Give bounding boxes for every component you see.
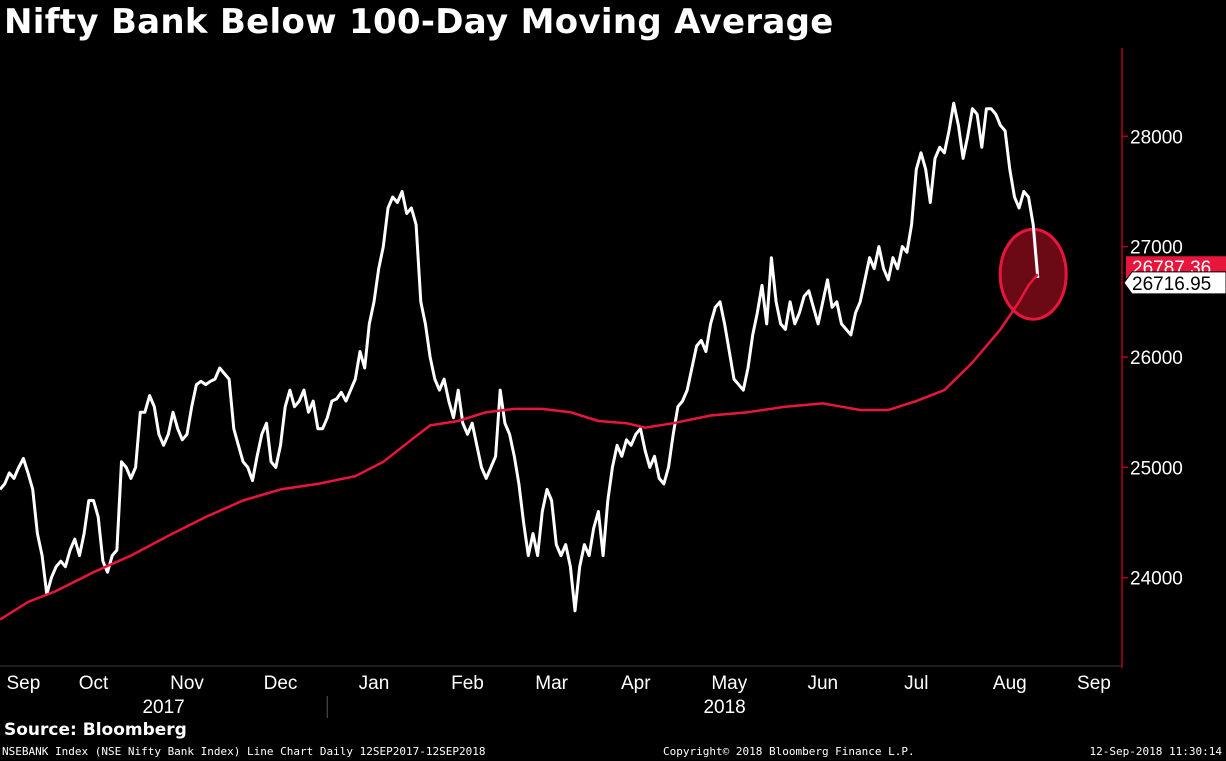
x-tick-label: Jun — [807, 673, 838, 694]
chart-title: Nifty Bank Below 100-Day Moving Average — [4, 2, 834, 42]
last-price-value: 26716.95 — [1132, 274, 1211, 295]
price-series-line — [0, 101, 1040, 613]
x-tick-label: Jul — [904, 673, 928, 694]
y-tick-label: 28000 — [1130, 127, 1183, 148]
x-tick-label: Mar — [535, 673, 568, 694]
y-tick-label: 26000 — [1130, 348, 1183, 369]
x-tick-label: May — [711, 673, 747, 694]
y-tick-label: 27000 — [1130, 238, 1183, 259]
year-label: 2017 — [142, 697, 184, 718]
footer-timestamp: 12-Sep-2018 11:30:14 — [1089, 745, 1222, 758]
x-tick-label: Jan — [359, 673, 390, 694]
chart-marks — [0, 101, 1068, 621]
x-tick-label: Sep — [1077, 673, 1111, 694]
x-tick-label: Oct — [79, 673, 109, 694]
moving-average-line — [0, 273, 1039, 621]
x-tick-label: Aug — [993, 673, 1027, 694]
highlight-circle — [998, 227, 1068, 321]
x-tick-label: Sep — [6, 673, 40, 694]
y-tick-label: 24000 — [1130, 569, 1183, 590]
price-axis: 24000 25000 26000 27000 28000 — [1121, 48, 1183, 668]
time-axis: Sep Oct Nov Dec Jan Feb Mar Apr May Jun Jul Aug Sep 2… — [0, 665, 1122, 718]
source-label: Source: Bloomberg — [4, 720, 187, 740]
x-tick-label: Feb — [451, 673, 484, 694]
x-tick-label: Dec — [264, 673, 298, 694]
footer-ticker-info: NSEBANK Index (NSE Nifty Bank Index) Lin… — [2, 745, 486, 758]
last-price-badge — [1123, 271, 1226, 295]
x-tick-label: Apr — [621, 673, 651, 694]
year-label: 2018 — [703, 697, 745, 718]
y-tick-label: 25000 — [1130, 458, 1183, 479]
x-tick-label: Nov — [170, 673, 204, 694]
footer-copyright: Copyright© 2018 Bloomberg Finance L.P. — [663, 745, 915, 758]
